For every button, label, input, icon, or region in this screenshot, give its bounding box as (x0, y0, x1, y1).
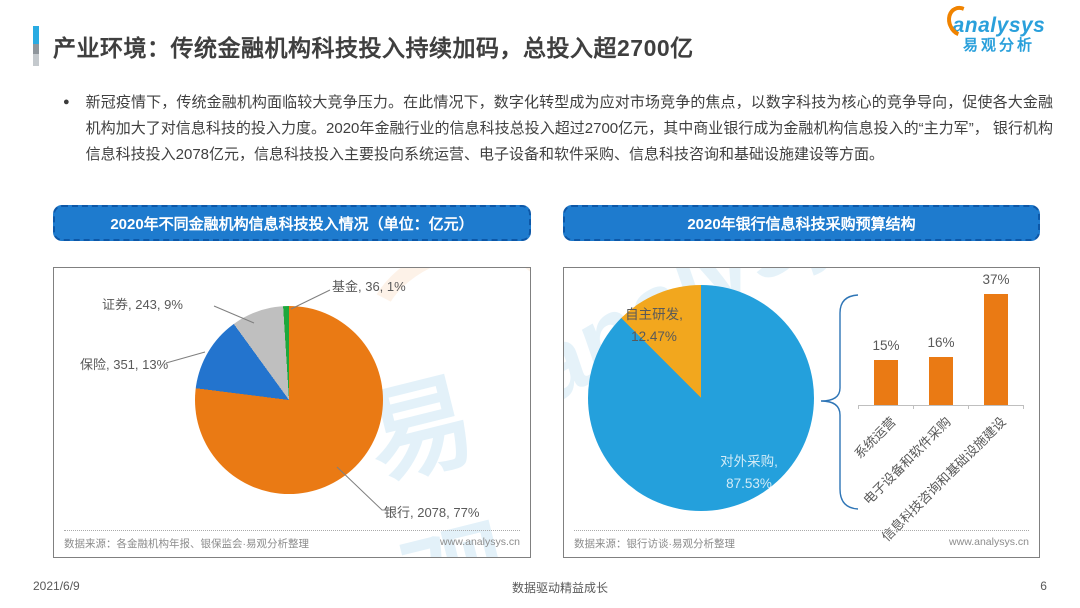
leader-lines (165, 289, 392, 511)
bar-system-ops (874, 360, 898, 405)
procurement-barchart: 15% 16% 37% (858, 268, 1024, 409)
bar-hardware-software (929, 357, 953, 405)
page-title: 产业环境：传统金融机构科技投入持续加码，总投入超2700亿 (53, 35, 694, 61)
analysys-logo: analysys 易观分析 (940, 1, 1058, 55)
left-source-text: 数据来源：各金融机构年报、银保监会·易观分析整理 (64, 538, 309, 550)
footer: 2021/6/9 数据驱动精益成长 6 (33, 579, 1047, 596)
pie-label-securities: 证券, 243, 9% (102, 297, 183, 312)
logo-cn-text: 易观分析 (962, 37, 1035, 55)
procurement-pie (588, 285, 814, 511)
bar-consulting-infra (984, 294, 1008, 405)
axis-tick (913, 405, 914, 409)
summary-text: 新冠疫情下，传统金融机构面临较大竞争压力。在此情况下，数字化转型成为应对市场竞争… (85, 94, 1053, 163)
axis-tick (1023, 405, 1024, 409)
left-chart-title: 2020年不同金融机构信息科技投入情况（单位：亿元） (53, 205, 531, 241)
institutions-pie (195, 306, 383, 494)
right-chart-title: 2020年银行信息科技采购预算结构 (563, 205, 1040, 241)
logo-brand-text: analysys (941, 1, 1046, 42)
bullet-icon: ● (63, 96, 70, 108)
pie-label-external: 对外采购, 87.53% (720, 454, 778, 491)
brace-icon (820, 294, 859, 510)
right-chart-panel: analysys 自主研发, 12.47% 对外采购, 87.53% 15% 1… (563, 267, 1040, 558)
bar-value-label: 16% (927, 335, 955, 350)
axis-tick (968, 405, 969, 409)
pie-label-insurance: 保险, 351, 13% (80, 357, 169, 372)
left-chart-panel: 易观 基金, 36, 1% 证券, 243, 9% 保险, 351, 13% 银… (53, 267, 531, 558)
footer-date: 2021/6/9 (33, 579, 80, 593)
right-site-link[interactable]: www.analysys.cn (949, 536, 1029, 548)
bar-value-label: 37% (982, 272, 1010, 287)
pie-label-inhouse: 自主研发, 12.47% (625, 307, 683, 344)
summary-block: ● 新冠疫情下，传统金融机构面临较大竞争压力。在此情况下，数字化转型成为应对市场… (63, 90, 1053, 168)
bar-value-label: 15% (872, 338, 900, 353)
left-site-link[interactable]: www.analysys.cn (440, 536, 520, 548)
right-source-row: 数据来源：银行访谈·易观分析整理 www.analysys.cn (574, 530, 1029, 551)
axis-tick (858, 405, 859, 409)
footer-page-number: 6 (1040, 579, 1047, 593)
right-source-text: 数据来源：银行访谈·易观分析整理 (574, 538, 735, 550)
pie-label-fund: 基金, 36, 1% (332, 279, 406, 294)
header: 产业环境：传统金融机构科技投入持续加码，总投入超2700亿 (33, 26, 694, 66)
left-source-row: 数据来源：各金融机构年报、银保监会·易观分析整理 www.analysys.cn (64, 530, 520, 551)
title-accent-bar (33, 26, 39, 66)
pie-label-bank: 银行, 2078, 77% (384, 505, 480, 520)
footer-slogan: 数据驱动精益成长 (512, 581, 609, 595)
